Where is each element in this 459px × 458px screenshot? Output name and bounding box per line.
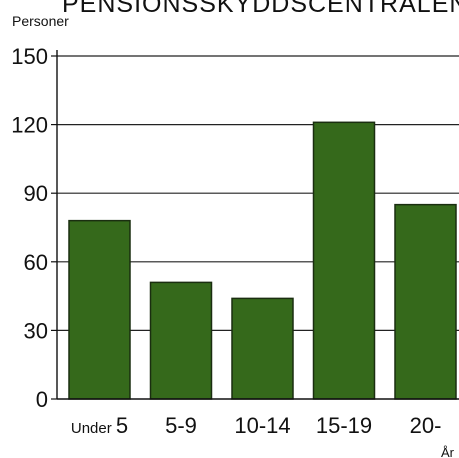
- x-tick-label-5-9: 5-9: [165, 413, 197, 438]
- y-axis-label: Personer: [12, 13, 69, 29]
- bars: [68, 121, 457, 400]
- x-tick-label-under-5: Under 5: [71, 413, 128, 438]
- bar-15-19: [312, 121, 376, 400]
- bar-5-9: [149, 281, 213, 400]
- x-tick-label-10-14: 10-14: [234, 413, 290, 438]
- chart-title: PENSIONSSKYDDSCENTRALEN: [62, 0, 459, 18]
- y-tick-label-90: 90: [24, 181, 48, 206]
- bar-20-: [394, 203, 457, 400]
- x-tick-label-15-19: 15-19: [316, 413, 372, 438]
- bar-under-5: [68, 219, 131, 400]
- y-tick-label-120: 120: [11, 113, 48, 138]
- y-tick-label-150: 150: [11, 44, 48, 69]
- x-tick-label-20-: 20-: [410, 413, 442, 438]
- axes: [56, 50, 459, 400]
- y-tick-label-60: 60: [24, 250, 48, 275]
- x-tick-labels: Under 5 5-9 10-14 15-19 20-: [71, 413, 442, 438]
- x-axis-label: År: [441, 445, 455, 458]
- y-tick-label-30: 30: [24, 318, 48, 343]
- y-tick-labels: 0 30 60 90 120 150: [11, 44, 48, 412]
- bar-10-14: [231, 297, 294, 400]
- y-tick-label-0: 0: [36, 387, 48, 412]
